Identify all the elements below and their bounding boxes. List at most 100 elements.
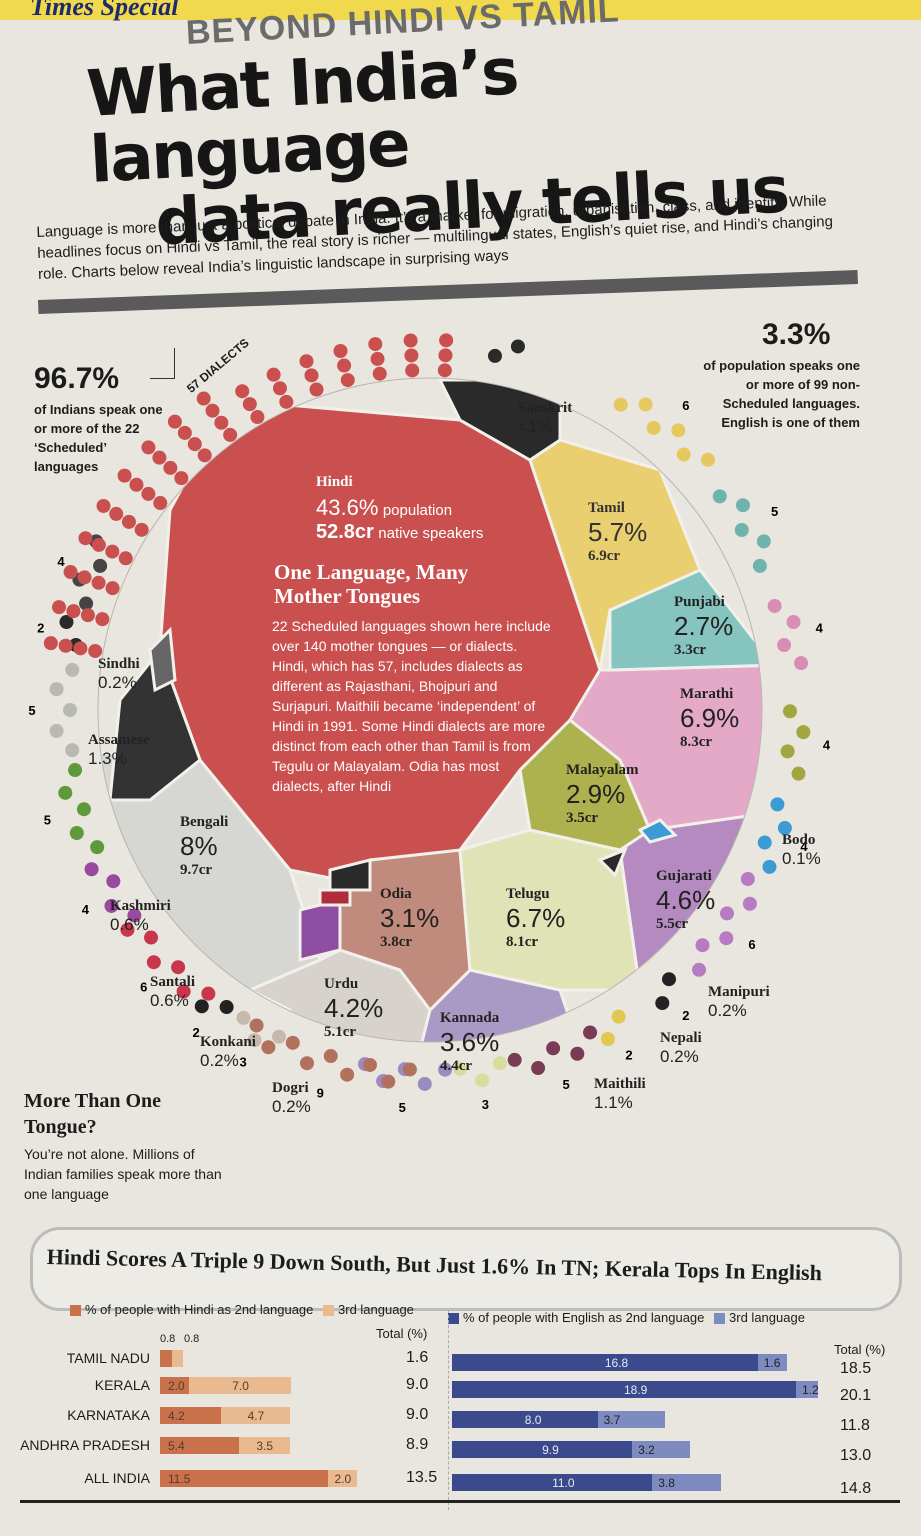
- table-row-state: TAMIL NADU: [66, 1350, 150, 1366]
- dialect-dot: [65, 662, 80, 677]
- dialect-dot: [272, 381, 287, 396]
- segment-label-gujarati: Gujarati 4.6% 5.5cr: [656, 868, 715, 933]
- dialect-dot: [63, 565, 78, 580]
- small-manipuri-name: Manipuri: [708, 984, 770, 1000]
- dialect-dot: [695, 938, 710, 953]
- dialect-dot: [236, 1010, 251, 1025]
- dialect-dot: [340, 373, 355, 388]
- segment-odia-cr: 3.8cr: [380, 934, 413, 950]
- bar-hindi-3rd: [171, 1350, 184, 1367]
- dialect-dot-groups: 2 6 5 4 4 4 6 2 2 5 3 5 9 3 2 6 4 5 5 2 4: [28, 333, 831, 1115]
- segment-punjabi-cr: 3.3cr: [674, 642, 707, 658]
- hindi-name: Hindi: [316, 474, 353, 490]
- english-legend-2nd: % of people with English as 2nd language: [463, 1310, 705, 1325]
- small-dogri-name: Dogri: [272, 1080, 309, 1096]
- dialect-dot: [475, 1073, 490, 1088]
- dialect-dot: [692, 962, 707, 977]
- tongue-body: You’re not alone. Millions of Indian fam…: [24, 1146, 222, 1202]
- bar-english-2nd-label: 18.9: [623, 1383, 648, 1397]
- segment-label-odia: Odia 3.1% 3.8cr: [380, 886, 439, 951]
- segment-label-urdu: Urdu 4.2% 5.1cr: [324, 976, 383, 1041]
- dialect-dot: [712, 489, 727, 504]
- dot-group-manipuri: 2: [655, 972, 689, 1023]
- hindi-total: 1.6: [406, 1349, 429, 1366]
- bar-hindi-2nd-label: 4.2: [168, 1409, 185, 1423]
- bottom-rule: [20, 1500, 900, 1503]
- dialect-dot: [120, 922, 135, 937]
- small-bodo-name: Bodo: [782, 832, 816, 848]
- dot-group-nepali: 2: [600, 1009, 633, 1063]
- dialect-dot: [141, 440, 156, 455]
- dialect-dot: [174, 471, 189, 486]
- bar-hindi-2nd-label: 2.0: [168, 1379, 185, 1393]
- segment-telugu-name: Telugu: [506, 886, 550, 902]
- dot-group-hindi: [43, 333, 454, 658]
- dialect-dot: [370, 351, 385, 366]
- dialect-dot: [752, 558, 767, 573]
- cell-manipuri: [597, 847, 628, 878]
- bar-hindi-2nd: [160, 1377, 190, 1394]
- dialect-dot: [242, 397, 257, 412]
- masthead-title: Times Special: [30, 0, 179, 21]
- segment-marathi-cr: 8.3cr: [680, 734, 713, 750]
- small-dogri-pct: 0.2%: [272, 1097, 311, 1116]
- dialect-dot: [196, 391, 211, 406]
- segment-label-tamil: Tamil 5.7% 6.9cr: [588, 500, 647, 565]
- dialect-dot: [250, 410, 265, 425]
- segment-tamil-name: Tamil: [588, 500, 625, 516]
- dialect-dot: [507, 1052, 522, 1067]
- dialect-dot: [66, 604, 81, 619]
- bar-hindi-3rd: [327, 1470, 358, 1487]
- dialect-dot: [362, 1057, 377, 1072]
- dialect-count-santali: 4: [82, 902, 90, 917]
- dialect-dot: [340, 1067, 355, 1082]
- stat-left-text: of Indians speak one or more of the 22 ‘…: [34, 402, 163, 474]
- dialect-dot: [152, 450, 167, 465]
- bar-english-2nd: [452, 1441, 633, 1458]
- dialect-dot: [719, 931, 734, 946]
- english-3rd-swatch: [714, 1313, 726, 1325]
- bar-hindi-3rd-label: 4.7: [247, 1409, 265, 1423]
- dialect-dot: [638, 397, 653, 412]
- segment-bengali-name: Bengali: [180, 814, 229, 830]
- dialect-dot: [333, 343, 348, 358]
- segment-gujarati-name: Gujarati: [656, 868, 712, 884]
- dialect-dot: [117, 468, 132, 483]
- tn-small-label-1: 0.8: [160, 1333, 176, 1345]
- dialect-dot: [144, 930, 159, 945]
- hindi-legend-2nd: % of people with Hindi as 2nd language: [85, 1302, 314, 1317]
- dialect-dot: [106, 874, 121, 889]
- small-label-sindhi: Sindhi 0.2%: [98, 656, 140, 693]
- table-row-state: KERALA: [94, 1377, 150, 1393]
- dot-group-kashmiri: 5: [44, 763, 105, 855]
- bar-english-2nd-label: 8.0: [524, 1413, 542, 1427]
- small-label-santali: Santali 0.6%: [150, 974, 195, 1011]
- dialect-dot: [337, 358, 352, 373]
- dialect-dot: [655, 996, 670, 1011]
- dialect-dot: [757, 835, 772, 850]
- dialect-dot: [720, 906, 735, 921]
- dialect-dot: [786, 615, 801, 630]
- dialect-dot: [249, 1018, 264, 1033]
- table-row-state: KARNATAKA: [67, 1407, 150, 1423]
- hindi-cr-suffix: native speakers: [378, 525, 484, 542]
- bar-english-3rd-label: 3.8: [658, 1476, 675, 1490]
- dialect-dot: [127, 908, 142, 923]
- box-body: 22 Scheduled languages shown here includ…: [272, 618, 551, 794]
- bar-english-2nd-label: 9.9: [542, 1443, 559, 1457]
- bar-english-2nd: [452, 1411, 598, 1428]
- bar-hindi-2nd: [160, 1470, 328, 1487]
- dialect-dot: [223, 427, 238, 442]
- hindi-pct: 43.6%: [316, 495, 379, 520]
- dialect-dot: [762, 859, 777, 874]
- dialect-dot: [88, 643, 103, 658]
- small-maithili-pct: 1.1%: [594, 1093, 633, 1112]
- segment-tamil-cr: 6.9cr: [588, 548, 621, 564]
- small-konkani-pct: 0.2%: [200, 1051, 239, 1070]
- cell-nepali: [627, 978, 683, 1032]
- stat-right-value: 3.3%: [762, 318, 831, 351]
- dialect-count-marathi: 4: [816, 620, 824, 635]
- dialect-dot: [104, 898, 119, 913]
- dialect-dot: [600, 1031, 615, 1046]
- dialect-count-dogri: 2: [192, 1025, 199, 1040]
